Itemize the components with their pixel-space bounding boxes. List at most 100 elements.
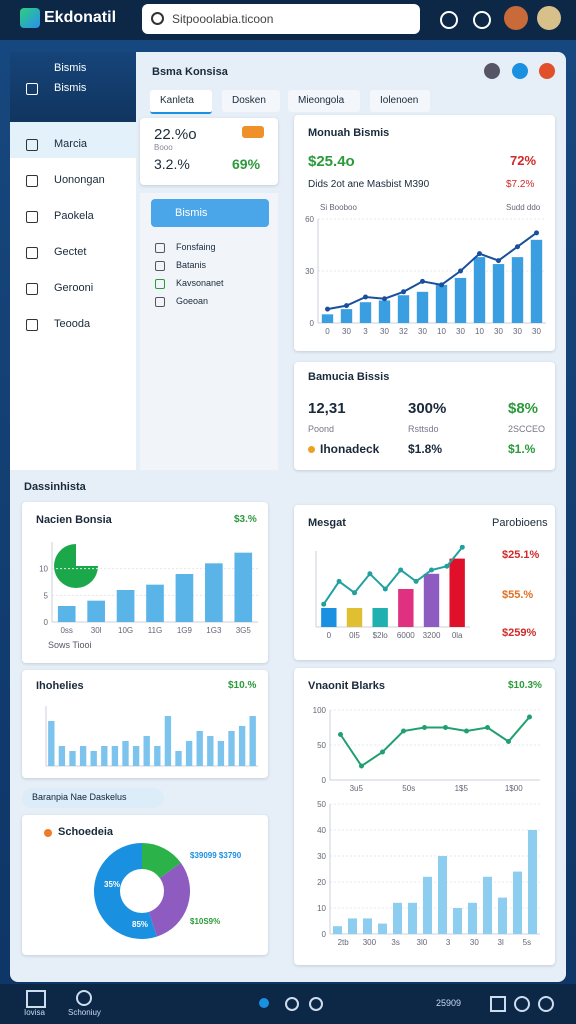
- kpi-value: 22.%o: [154, 126, 197, 143]
- tab[interactable]: Iolenoen: [370, 90, 430, 112]
- point: [321, 601, 327, 607]
- bar: [398, 589, 414, 627]
- menu-icon: [155, 279, 165, 289]
- subtitle: Dids 2ot ane Masbist M390: [308, 179, 430, 190]
- bar: [69, 751, 76, 766]
- value: $55.%: [502, 589, 534, 601]
- y-tick-label: 0: [44, 618, 49, 627]
- bar: [217, 741, 225, 766]
- point: [429, 567, 434, 573]
- line: [339, 716, 531, 768]
- card-title: Schoedeia: [58, 826, 114, 838]
- label: $39099 $3790: [190, 851, 242, 860]
- icon[interactable]: [259, 998, 269, 1008]
- avatar[interactable]: [484, 63, 500, 79]
- x-tick-label: $2lo: [373, 631, 389, 640]
- point: [477, 251, 482, 257]
- logo[interactable]: [20, 8, 40, 28]
- nav-item[interactable]: Gectet: [54, 246, 87, 258]
- x-tick-label: 0ss: [60, 626, 72, 635]
- bar: [416, 291, 429, 323]
- line: [322, 546, 464, 605]
- bar: [378, 923, 387, 934]
- nav-label[interactable]: Schoniuy: [68, 1008, 101, 1017]
- bar: [397, 295, 410, 323]
- nav-item[interactable]: Bismis: [54, 82, 87, 94]
- y-tick-label: 10: [317, 904, 326, 913]
- x-tick-label: 0l5: [349, 631, 360, 640]
- icon[interactable]: [490, 996, 506, 1012]
- menu-item[interactable]: Fonsfaing: [176, 242, 216, 252]
- icon[interactable]: [285, 997, 299, 1011]
- icon[interactable]: [440, 11, 458, 29]
- nav-label[interactable]: Iovisa: [24, 1008, 45, 1017]
- y-tick-label: 100: [313, 706, 327, 715]
- point: [485, 725, 490, 730]
- avatar[interactable]: [504, 6, 528, 30]
- bar: [196, 731, 203, 766]
- bar-card: Ihohelies $10.%: [22, 670, 268, 778]
- nav-icon: [26, 211, 38, 223]
- summary-cell: $1.%: [508, 442, 536, 456]
- bottom-bar: Iovisa Schoniuy 25909: [0, 984, 576, 1024]
- bar: [473, 257, 486, 323]
- bar: [185, 741, 193, 766]
- avatar[interactable]: [537, 6, 561, 30]
- bar: [513, 871, 522, 934]
- pill[interactable]: Baranpia Nae Daskelus: [22, 788, 164, 808]
- trend-card: Monuah Bismis $25.4o 72% Dids 2ot ane Ma…: [294, 115, 555, 351]
- icon[interactable]: [514, 996, 530, 1012]
- search-icon: [151, 12, 164, 25]
- tab[interactable]: Kanleta: [150, 90, 212, 114]
- x-tick-label: 30: [342, 327, 351, 336]
- panel-title: Bsma Konsisa: [152, 66, 228, 78]
- card-title: Monuah Bismis: [308, 127, 390, 139]
- nav-item[interactable]: Gerooni: [54, 282, 94, 294]
- tab-label: Iolenoen: [380, 95, 419, 106]
- icon[interactable]: [473, 11, 491, 29]
- bar: [175, 751, 182, 766]
- icon[interactable]: [76, 990, 92, 1006]
- y-tick-label: 30: [305, 267, 314, 276]
- point: [325, 306, 330, 312]
- x-tick-label: 30: [380, 327, 389, 336]
- chart: 0 0l5 $2lo 6000 3200 0la: [315, 545, 470, 640]
- summary-cell: Rsttsdo: [408, 424, 439, 434]
- icon[interactable]: [26, 990, 46, 1008]
- nav-item[interactable]: Uonongan: [54, 174, 105, 186]
- nav-item[interactable]: Teooda: [54, 318, 91, 330]
- menu-item[interactable]: Kavsonanet: [176, 278, 224, 288]
- x-tick-label: 30l: [91, 626, 102, 635]
- tab[interactable]: Dosken: [222, 90, 280, 112]
- x-tick-label: 10: [437, 327, 446, 336]
- menu-icon: [155, 261, 165, 271]
- menu-item[interactable]: Batanis: [176, 260, 207, 270]
- card-title: Mesgat: [308, 517, 346, 529]
- header: Ekdonatil Sitpooolabia.ticoon: [0, 0, 576, 40]
- nav-item[interactable]: Marcia: [54, 138, 88, 150]
- kpi-value: 69%: [232, 156, 261, 172]
- icon[interactable]: [539, 63, 555, 79]
- badge: $3.%: [234, 514, 257, 525]
- search-box[interactable]: Sitpooolabia.ticoon: [142, 4, 420, 34]
- point: [336, 578, 342, 584]
- bar: [122, 741, 129, 766]
- tab[interactable]: Mieongola: [288, 90, 360, 112]
- bar-card: Nacien Bonsia $3.% 0 5 10 0ss 30l 10G 11G 1G9 1G…: [22, 502, 268, 663]
- nav-item[interactable]: Paokela: [54, 210, 94, 222]
- point: [515, 244, 520, 250]
- sidebar-search[interactable]: Bismis: [54, 62, 87, 74]
- menu-button[interactable]: Bismis: [151, 199, 269, 227]
- x-tick-label: 300: [363, 938, 377, 947]
- menu-item[interactable]: Goeoan: [176, 296, 209, 306]
- summary-cell: Poond: [308, 424, 335, 434]
- x-tick-label: 1$5: [455, 784, 469, 793]
- icon[interactable]: [538, 996, 554, 1012]
- bar: [79, 746, 87, 766]
- x-tick-label: 30: [456, 327, 465, 336]
- icon[interactable]: [512, 63, 528, 79]
- icon[interactable]: [309, 997, 323, 1011]
- x-tick-label: 3l0: [417, 938, 428, 947]
- x-tick-label: 30: [532, 327, 541, 336]
- x-tick-label: 30: [418, 327, 427, 336]
